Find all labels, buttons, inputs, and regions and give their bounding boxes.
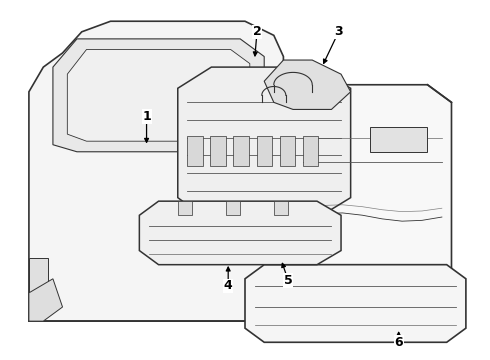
Polygon shape — [245, 265, 466, 342]
Polygon shape — [274, 201, 288, 215]
Text: 4: 4 — [224, 279, 233, 292]
Text: 6: 6 — [394, 336, 403, 349]
Polygon shape — [257, 136, 272, 166]
Polygon shape — [210, 136, 226, 166]
Polygon shape — [29, 279, 63, 321]
Polygon shape — [303, 136, 318, 166]
Polygon shape — [264, 60, 351, 109]
Text: 1: 1 — [142, 110, 151, 123]
Polygon shape — [53, 39, 264, 152]
Polygon shape — [280, 136, 295, 166]
Polygon shape — [226, 201, 240, 215]
Polygon shape — [178, 67, 351, 215]
Polygon shape — [139, 201, 341, 265]
Polygon shape — [370, 127, 427, 152]
Text: 2: 2 — [253, 25, 261, 38]
Polygon shape — [29, 21, 283, 321]
Polygon shape — [29, 258, 48, 314]
Polygon shape — [178, 201, 192, 215]
Polygon shape — [187, 136, 203, 166]
Polygon shape — [293, 85, 451, 311]
Text: 3: 3 — [334, 25, 343, 38]
Polygon shape — [233, 136, 249, 166]
Polygon shape — [67, 49, 250, 141]
Text: 5: 5 — [284, 274, 293, 287]
